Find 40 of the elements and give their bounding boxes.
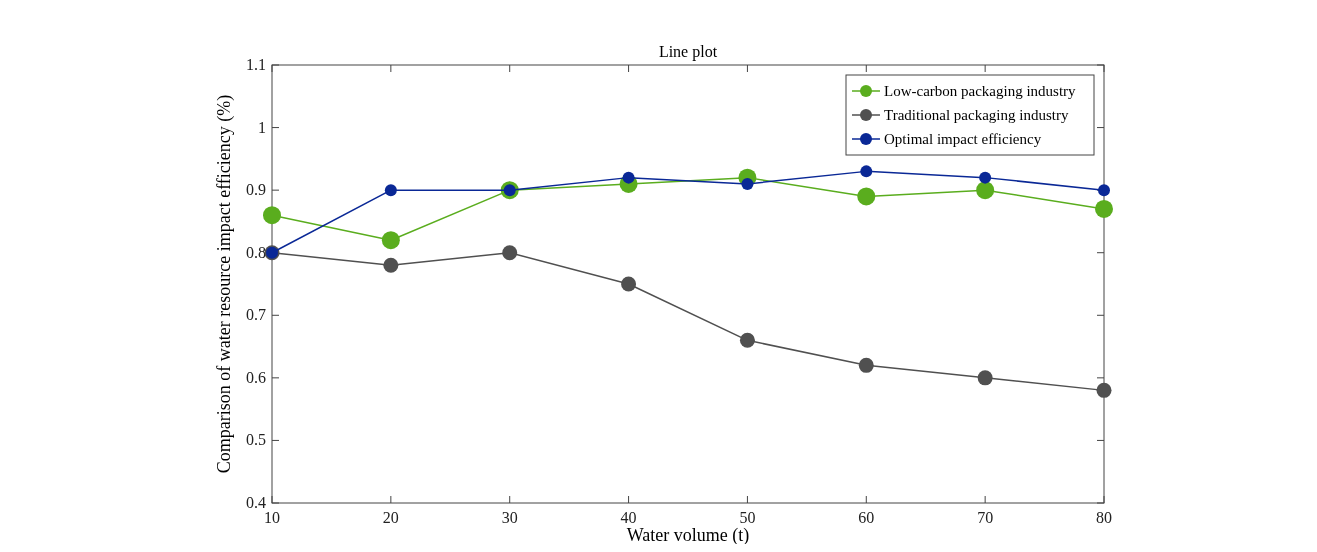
point xyxy=(263,206,281,225)
y-tick-label: 0.9 xyxy=(246,181,266,199)
x-tick-label: 70 xyxy=(977,509,994,526)
y-tick-label: 0.5 xyxy=(246,431,266,449)
point xyxy=(977,370,993,386)
point xyxy=(1098,184,1110,197)
legend-label: Optimal impact efficiency xyxy=(884,131,1042,147)
point xyxy=(741,177,754,190)
point xyxy=(621,276,637,292)
point xyxy=(976,181,995,200)
point xyxy=(860,165,873,178)
y-tick-label: 1.1 xyxy=(246,56,266,73)
x-tick-label: 10 xyxy=(264,509,280,526)
point xyxy=(979,171,992,184)
x-tick-label: 30 xyxy=(501,509,518,526)
x-tick-label: 50 xyxy=(739,509,756,526)
y-tick-label: 0.6 xyxy=(246,368,266,386)
point xyxy=(1096,382,1112,398)
x-tick-label: 40 xyxy=(620,509,637,526)
y-tick-label: 1 xyxy=(258,118,266,136)
point xyxy=(381,231,400,250)
x-tick-label: 80 xyxy=(1096,509,1112,526)
point xyxy=(858,357,874,373)
legend-label: Low-carbon packaging industry xyxy=(884,83,1077,99)
legend-label: Traditional packaging industry xyxy=(884,107,1069,123)
point xyxy=(739,332,755,348)
x-axis-title: Water volume (t) xyxy=(626,525,750,546)
y-tick-label: 0.7 xyxy=(246,306,266,324)
point xyxy=(383,257,399,273)
y-tick-label: 0.8 xyxy=(246,243,266,261)
point xyxy=(384,184,397,197)
point xyxy=(1095,199,1113,218)
x-tick-label: 60 xyxy=(858,509,875,526)
point xyxy=(502,245,518,261)
y-axis-title: Comparison of water resource impact efficiency (%) xyxy=(214,94,235,474)
y-tick-label: 0.4 xyxy=(246,494,266,511)
point xyxy=(622,171,635,184)
chart-title: Line plot xyxy=(658,43,718,61)
x-tick-label: 20 xyxy=(382,509,399,526)
point xyxy=(857,187,876,206)
